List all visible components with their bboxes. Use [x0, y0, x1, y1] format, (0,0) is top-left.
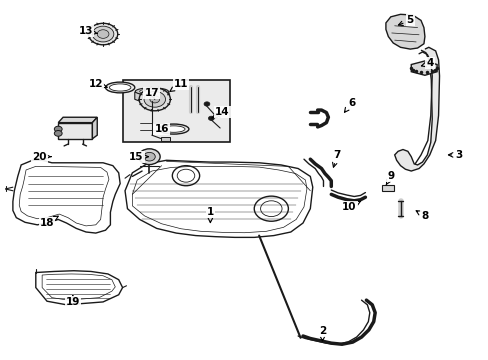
Ellipse shape	[162, 126, 184, 132]
Circle shape	[208, 116, 214, 121]
Polygon shape	[135, 92, 168, 101]
Polygon shape	[410, 61, 436, 75]
Text: 13: 13	[79, 26, 97, 36]
Circle shape	[144, 91, 165, 107]
Text: 20: 20	[32, 152, 51, 162]
Text: 8: 8	[415, 211, 427, 221]
Polygon shape	[160, 137, 170, 140]
Polygon shape	[385, 14, 424, 49]
Ellipse shape	[140, 89, 163, 94]
Text: 1: 1	[206, 207, 214, 222]
Text: 5: 5	[398, 15, 413, 26]
Circle shape	[54, 131, 62, 136]
Text: 6: 6	[344, 98, 355, 112]
Text: 2: 2	[318, 325, 325, 341]
Circle shape	[139, 149, 160, 165]
Polygon shape	[58, 123, 92, 139]
Text: 4: 4	[421, 58, 432, 68]
Polygon shape	[92, 117, 97, 139]
Circle shape	[139, 88, 170, 111]
Text: 14: 14	[211, 107, 229, 118]
Ellipse shape	[105, 82, 135, 93]
Text: 18: 18	[40, 216, 58, 228]
Text: 15: 15	[129, 152, 148, 162]
Text: 17: 17	[144, 88, 159, 99]
Circle shape	[54, 126, 62, 132]
Circle shape	[97, 30, 109, 39]
Polygon shape	[58, 117, 97, 123]
FancyBboxPatch shape	[381, 185, 393, 191]
Circle shape	[92, 26, 114, 42]
Text: 9: 9	[386, 171, 393, 185]
Text: 7: 7	[332, 150, 340, 167]
Text: 16: 16	[154, 124, 168, 134]
Circle shape	[150, 96, 159, 103]
Ellipse shape	[135, 88, 168, 95]
Polygon shape	[394, 47, 439, 171]
Text: 3: 3	[447, 150, 462, 160]
Ellipse shape	[158, 124, 188, 134]
Ellipse shape	[109, 84, 131, 91]
Text: 11: 11	[169, 79, 188, 91]
Text: 10: 10	[342, 201, 360, 212]
Circle shape	[203, 102, 209, 106]
Text: 12: 12	[88, 79, 107, 89]
Text: 19: 19	[65, 296, 80, 307]
FancyBboxPatch shape	[122, 80, 229, 142]
Circle shape	[143, 152, 155, 161]
Circle shape	[88, 23, 118, 45]
